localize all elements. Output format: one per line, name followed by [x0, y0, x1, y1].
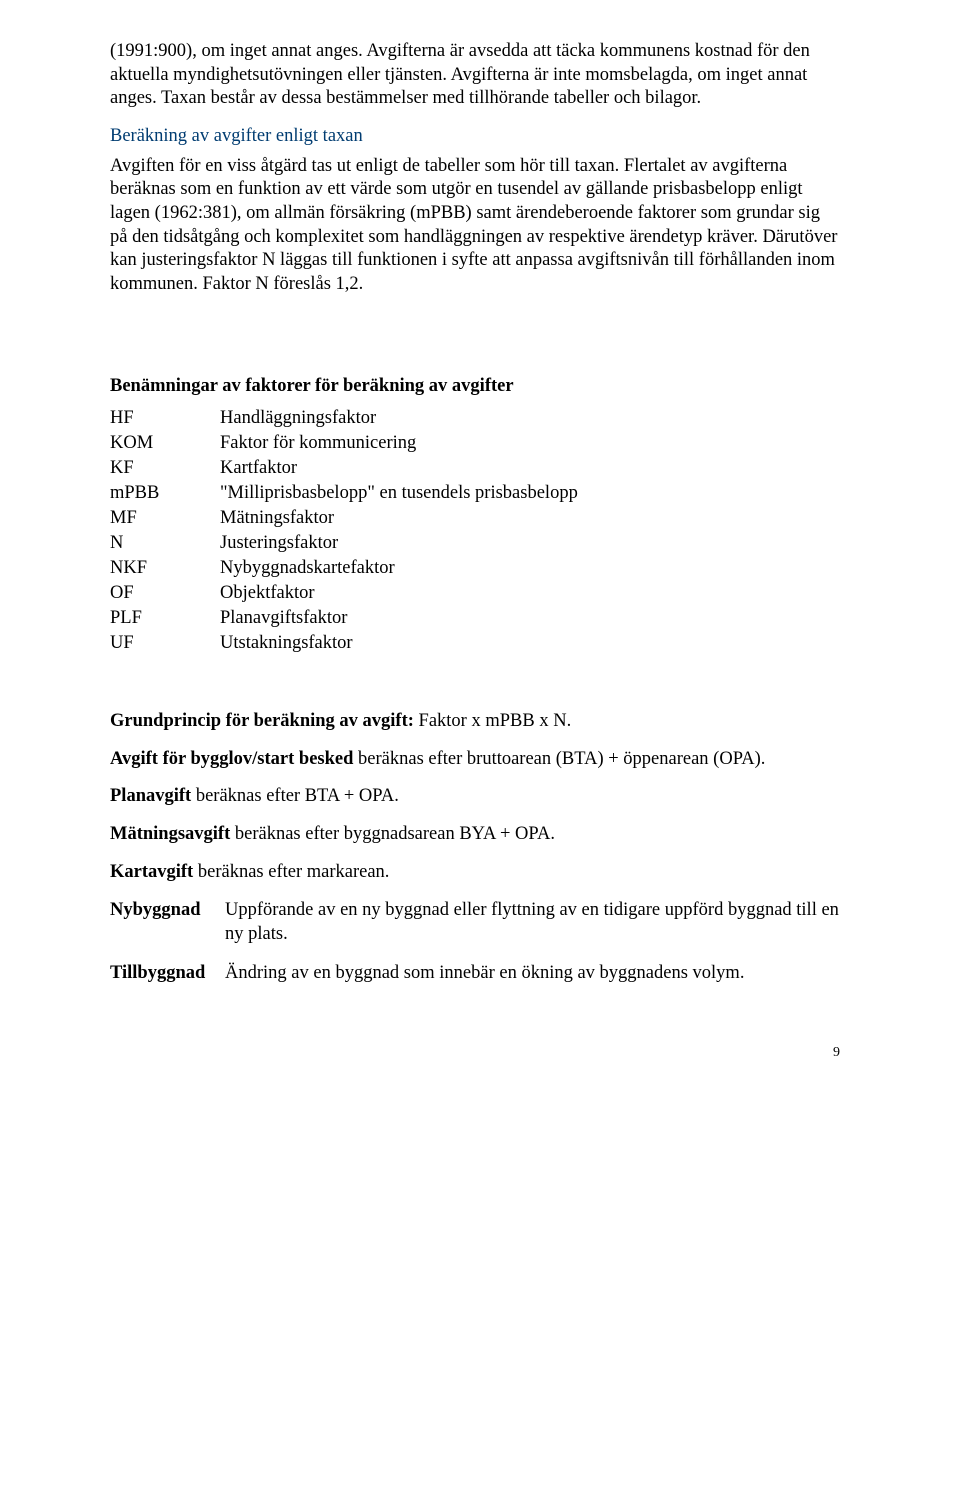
factor-row: NKF Nybyggnadskartefaktor: [110, 556, 840, 581]
factor-desc: Objektfaktor: [220, 581, 840, 606]
para-planavgift: Planavgift beräknas efter BTA + OPA.: [110, 785, 840, 809]
factor-abbr: mPBB: [110, 481, 220, 506]
lead-matn: Mätningsavgift: [110, 824, 235, 844]
factor-abbr: UF: [110, 631, 220, 656]
heading-calculation: Beräkning av avgifter enligt taxan: [110, 125, 840, 149]
factor-abbr: MF: [110, 506, 220, 531]
factor-row: MF Mätningsfaktor: [110, 506, 840, 531]
factor-desc: Mätningsfaktor: [220, 506, 840, 531]
lead-avgift: Avgift för bygglov/start besked: [110, 749, 358, 769]
factor-abbr: NKF: [110, 556, 220, 581]
factor-desc: Justeringsfaktor: [220, 531, 840, 556]
factor-desc: Nybyggnadskartefaktor: [220, 556, 840, 581]
rest-avgift: beräknas efter bruttoarean (BTA) + öppen…: [358, 749, 765, 769]
rest-plan: beräknas efter BTA + OPA.: [196, 786, 399, 806]
para-grundprincip: Grundprincip för beräkning av avgift: Fa…: [110, 710, 840, 734]
def-tillbyggnad: Tillbyggnad Ändring av en byggnad som in…: [110, 961, 840, 985]
factor-row: KF Kartfaktor: [110, 456, 840, 481]
rest-grundprincip: Faktor x mPBB x N.: [419, 711, 572, 731]
page-number: 9: [110, 1045, 840, 1061]
factor-row: UF Utstakningsfaktor: [110, 631, 840, 656]
factor-abbr: OF: [110, 581, 220, 606]
para-matningsavgift: Mätningsavgift beräknas efter byggnadsar…: [110, 823, 840, 847]
paragraph-intro: (1991:900), om inget annat anges. Avgift…: [110, 40, 840, 111]
def-desc: Uppförande av en ny byggnad eller flyttn…: [225, 898, 840, 946]
def-desc: Ändring av en byggnad som innebär en ökn…: [225, 961, 840, 985]
rest-kart: beräknas efter markarean.: [198, 862, 390, 882]
factor-desc: Kartfaktor: [220, 456, 840, 481]
factor-row: KOM Faktor för kommunicering: [110, 431, 840, 456]
factor-list: HF Handläggningsfaktor KOM Faktor för ko…: [110, 406, 840, 656]
factor-row: HF Handläggningsfaktor: [110, 406, 840, 431]
def-nybyggnad: Nybyggnad Uppförande av en ny byggnad el…: [110, 898, 840, 946]
para-avgift-bygglov: Avgift för bygglov/start besked beräknas…: [110, 748, 840, 772]
lead-grundprincip: Grundprincip för beräkning av avgift:: [110, 711, 419, 731]
factor-desc: Handläggningsfaktor: [220, 406, 840, 431]
factor-desc: Utstakningsfaktor: [220, 631, 840, 656]
document-page: (1991:900), om inget annat anges. Avgift…: [0, 0, 960, 1101]
lead-plan: Planavgift: [110, 786, 196, 806]
def-term: Nybyggnad: [110, 898, 225, 946]
paragraph-calculation: Avgiften för en viss åtgärd tas ut enlig…: [110, 155, 840, 297]
factor-desc: Faktor för kommunicering: [220, 431, 840, 456]
factor-row: PLF Planavgiftsfaktor: [110, 606, 840, 631]
factor-row: N Justeringsfaktor: [110, 531, 840, 556]
rest-matn: beräknas efter byggnadsarean BYA + OPA.: [235, 824, 555, 844]
def-term: Tillbyggnad: [110, 961, 225, 985]
factor-abbr: HF: [110, 406, 220, 431]
factor-desc: Planavgiftsfaktor: [220, 606, 840, 631]
factor-desc: "Milliprisbasbelopp" en tusendels prisba…: [220, 481, 840, 506]
factor-row: OF Objektfaktor: [110, 581, 840, 606]
factor-abbr: KF: [110, 456, 220, 481]
factor-abbr: N: [110, 531, 220, 556]
factor-row: mPBB "Milliprisbasbelopp" en tusendels p…: [110, 481, 840, 506]
heading-factors: Benämningar av faktorer för beräkning av…: [110, 375, 840, 399]
factor-abbr: PLF: [110, 606, 220, 631]
lead-kart: Kartavgift: [110, 862, 198, 882]
factor-abbr: KOM: [110, 431, 220, 456]
para-kartavgift: Kartavgift beräknas efter markarean.: [110, 861, 840, 885]
